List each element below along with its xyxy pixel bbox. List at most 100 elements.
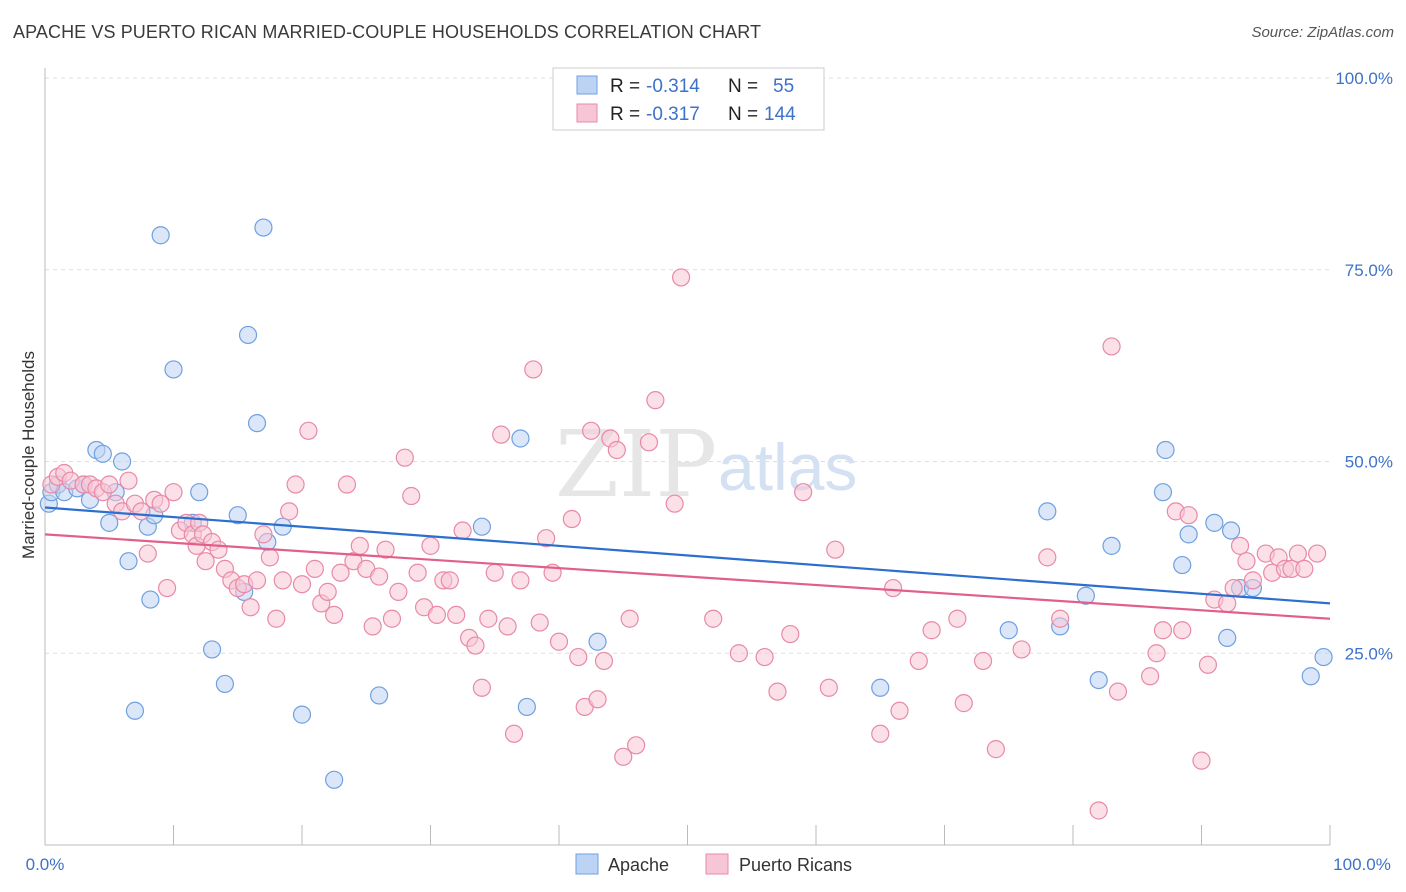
puerto-point-107 xyxy=(922,621,941,640)
series-puerto-points xyxy=(42,268,1327,820)
apache-point-36 xyxy=(588,632,607,651)
y-tick-label-100: 100.0% xyxy=(1335,69,1393,88)
puerto-point-139 xyxy=(1308,544,1327,563)
puerto-point-52 xyxy=(370,567,389,586)
apache-r-value: -0.314 xyxy=(646,76,700,97)
puerto-point-70 xyxy=(485,563,504,582)
puerto-point-94 xyxy=(671,268,691,287)
puerto-point-92 xyxy=(646,391,665,410)
apache-point-32 xyxy=(370,686,389,705)
puerto-point-120 xyxy=(1153,621,1173,640)
apache-point-27 xyxy=(254,218,273,237)
legend-puerto-swatch xyxy=(705,853,729,875)
puerto-point-118 xyxy=(1140,667,1160,686)
puerto-point-102 xyxy=(826,540,845,559)
puerto-n-label: N = xyxy=(728,104,758,125)
puerto-point-103 xyxy=(871,724,890,743)
puerto-point-114 xyxy=(1051,609,1070,628)
puerto-point-53 xyxy=(376,540,395,559)
puerto-point-99 xyxy=(781,624,800,644)
puerto-point-79 xyxy=(549,632,569,651)
puerto-point-72 xyxy=(498,617,517,636)
apache-point-41 xyxy=(1076,586,1095,605)
puerto-point-85 xyxy=(594,651,614,671)
x-tick-label-max: 100.0% xyxy=(1333,855,1391,874)
puerto-point-25 xyxy=(196,552,215,571)
apache-point-50 xyxy=(1221,521,1241,540)
puerto-point-65 xyxy=(453,521,472,540)
watermark-atlas: atlas xyxy=(718,430,857,504)
puerto-point-34 xyxy=(254,525,273,544)
apache-point-30 xyxy=(292,705,312,724)
puerto-n-value: 144 xyxy=(764,104,796,125)
puerto-point-60 xyxy=(421,536,440,555)
stats-legend: R = -0.314 N = 55 R = -0.317 N = 144 xyxy=(552,67,825,131)
puerto-point-117 xyxy=(1108,682,1128,701)
y-tick-labels: 25.0% 50.0% 75.0% 100.0% xyxy=(1335,69,1393,663)
gridlines xyxy=(45,77,1330,654)
apache-point-35 xyxy=(517,697,536,717)
puerto-point-97 xyxy=(755,647,774,667)
puerto-point-76 xyxy=(530,613,549,632)
puerto-point-81 xyxy=(569,647,588,667)
puerto-point-77 xyxy=(537,529,556,548)
puerto-point-47 xyxy=(337,475,357,494)
apache-point-37 xyxy=(871,678,890,697)
puerto-point-61 xyxy=(427,605,447,625)
puerto-point-49 xyxy=(350,536,369,555)
apache-point-39 xyxy=(1038,502,1057,521)
puerto-point-75 xyxy=(524,360,543,379)
puerto-point-110 xyxy=(973,651,993,671)
puerto-point-131 xyxy=(1243,571,1263,590)
puerto-point-119 xyxy=(1147,644,1166,663)
apache-n-value: 55 xyxy=(773,76,794,97)
puerto-point-54 xyxy=(382,609,402,628)
puerto-point-51 xyxy=(363,617,382,636)
puerto-point-95 xyxy=(704,609,723,628)
puerto-point-56 xyxy=(395,448,414,467)
puerto-point-128 xyxy=(1224,578,1243,598)
apache-trend-line xyxy=(44,506,1331,605)
puerto-point-38 xyxy=(280,502,299,521)
puerto-point-104 xyxy=(883,578,903,598)
puerto-point-55 xyxy=(389,582,408,601)
puerto-point-88 xyxy=(614,747,633,766)
puerto-point-14 xyxy=(138,544,157,563)
puerto-point-74 xyxy=(511,571,530,590)
puerto-point-130 xyxy=(1237,552,1256,571)
apache-point-44 xyxy=(1153,483,1173,502)
apache-point-17 xyxy=(151,226,170,245)
apache-n-label: N = xyxy=(728,76,758,97)
puerto-point-115 xyxy=(1089,801,1108,820)
puerto-r-label: R = xyxy=(610,104,640,125)
apache-point-53 xyxy=(1301,667,1320,686)
puerto-point-44 xyxy=(318,582,337,601)
y-tick-label-25: 25.0% xyxy=(1345,644,1393,663)
puerto-point-57 xyxy=(402,486,421,506)
puerto-point-100 xyxy=(794,483,813,502)
puerto-point-112 xyxy=(1012,640,1031,659)
puerto-point-84 xyxy=(588,690,607,709)
puerto-point-73 xyxy=(504,724,524,743)
puerto-point-35 xyxy=(260,548,279,567)
puerto-point-101 xyxy=(819,678,838,697)
puerto-point-40 xyxy=(292,575,312,594)
puerto-point-33 xyxy=(247,571,267,590)
apache-point-21 xyxy=(202,640,222,659)
apache-point-38 xyxy=(999,621,1018,640)
puerto-point-8 xyxy=(100,475,119,494)
puerto-point-46 xyxy=(331,563,350,582)
puerto-point-32 xyxy=(241,598,260,617)
trend-lines xyxy=(44,506,1331,620)
puerto-point-129 xyxy=(1230,536,1250,555)
puerto-point-64 xyxy=(447,605,466,625)
legend-apache-swatch xyxy=(575,853,599,875)
apache-point-13 xyxy=(125,701,145,720)
chart-title: APACHE VS PUERTO RICAN MARRIED-COUPLE HO… xyxy=(13,22,762,42)
stats-legend-box xyxy=(552,67,825,131)
puerto-point-138 xyxy=(1295,559,1314,578)
puerto-point-108 xyxy=(948,609,967,628)
legend-apache-label: Apache xyxy=(608,855,669,875)
apache-point-42 xyxy=(1089,670,1108,690)
